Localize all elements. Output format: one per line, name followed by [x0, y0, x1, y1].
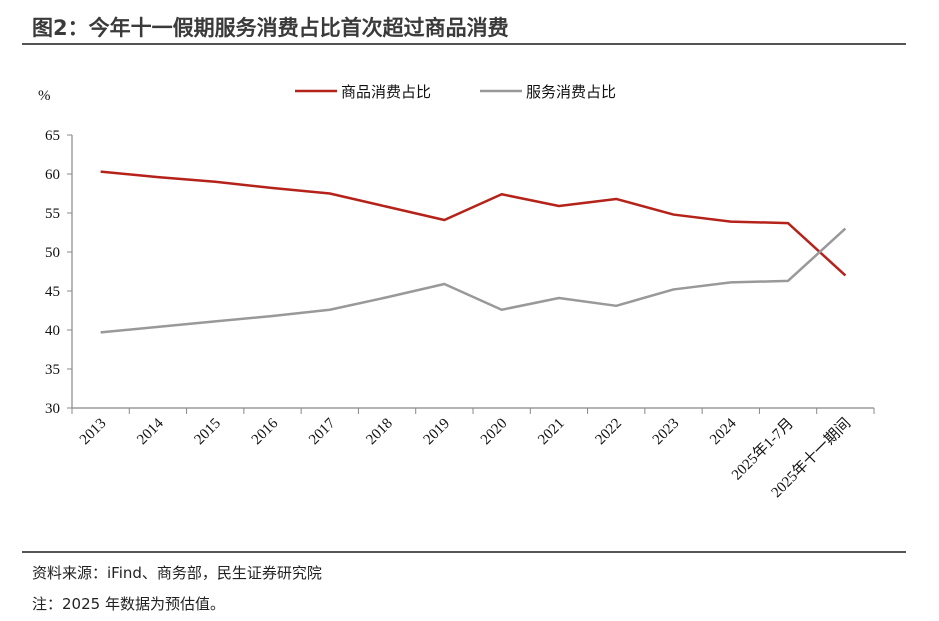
series-line-services — [100, 227, 847, 334]
x-tick-label: 2014 — [134, 415, 167, 448]
note-text: 注：2025 年数据为预估值。 — [32, 595, 225, 613]
x-tick-label: 2024 — [707, 415, 740, 448]
legend-label: 服务消费占比 — [526, 83, 616, 101]
legend: 商品消费占比 服务消费占比 — [295, 83, 616, 101]
x-tick-label: 2023 — [650, 416, 683, 449]
series-line-goods — [100, 170, 847, 277]
x-tick-label: 2021 — [535, 416, 568, 449]
y-tick-label: 65 — [45, 128, 60, 144]
y-tick-label: 50 — [45, 245, 60, 261]
figure-title: 图2：今年十一假期服务消费占比首次超过商品消费 — [32, 16, 509, 40]
legend-label: 商品消费占比 — [341, 83, 431, 101]
footer-rule — [22, 551, 906, 553]
x-tick-label: 2015 — [192, 416, 225, 449]
source-text: 资料来源：iFind、商务部，民生证券研究院 — [32, 564, 322, 582]
series-lines — [100, 170, 847, 334]
y-tick-label: 60 — [45, 167, 60, 183]
y-tick-label: 45 — [45, 284, 60, 300]
line-chart: % 商品消费占比 服务消费占比 30 35 40 45 50 55 60 65 2013 2014 2… — [38, 83, 875, 501]
x-tick-label: 2013 — [77, 416, 110, 449]
x-tick-label: 2022 — [593, 416, 626, 449]
y-tick-label: 40 — [45, 323, 60, 339]
title-rule — [22, 43, 906, 45]
axes: 30 35 40 45 50 55 60 65 2013 2014 2015 2016 2017 2018… — [45, 128, 875, 501]
x-tick-label: 2017 — [306, 415, 339, 448]
y-axis-unit: % — [38, 88, 51, 104]
x-tick-label: 2016 — [249, 415, 282, 448]
x-tick-label: 2019 — [421, 416, 454, 449]
x-tick-label: 2018 — [363, 416, 396, 449]
x-tick-label: 2020 — [478, 416, 511, 449]
y-tick-label: 30 — [45, 401, 60, 417]
y-tick-label: 35 — [45, 362, 60, 378]
y-tick-label: 55 — [45, 206, 60, 222]
